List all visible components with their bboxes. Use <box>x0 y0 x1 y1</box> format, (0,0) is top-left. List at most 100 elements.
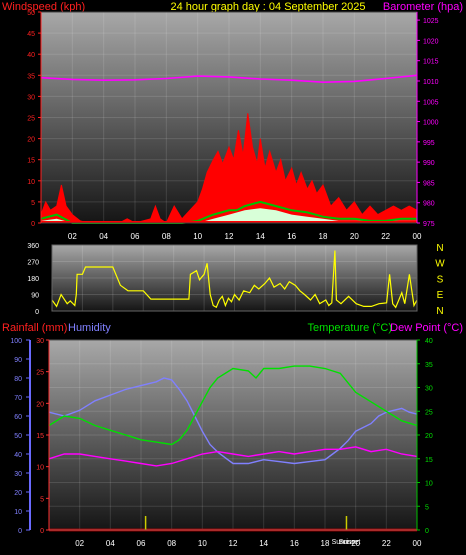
direction-letter: S <box>437 274 444 285</box>
humidity-tick-label: 40 <box>14 452 22 459</box>
dewpoint-line <box>48 446 418 467</box>
direction-letter: N <box>436 243 443 254</box>
wind-tick-label: 5 <box>31 200 35 207</box>
x-tick-label: 18 <box>319 232 328 241</box>
temperature-line <box>48 365 418 446</box>
direction-letter: W <box>435 259 445 270</box>
baro-tick-label: 990 <box>423 160 435 167</box>
x-tick-label: 10 <box>193 232 202 241</box>
humidity-tick-label: 20 <box>14 490 22 497</box>
x-tick-label: 04 <box>99 232 108 241</box>
graph-title: 24 hour graph day : 04 September 2025 <box>170 1 365 13</box>
rain-tick-label: 25 <box>36 370 44 377</box>
x-tick-label: 08 <box>162 232 171 241</box>
dewpoint-title: Dew Point (°C) <box>390 322 463 334</box>
humidity-tick-label: 80 <box>14 376 22 383</box>
x-tick-label: 02 <box>68 232 77 241</box>
direction-line <box>51 250 418 309</box>
sun-marker-label: Sunrise <box>332 539 356 546</box>
wind-tick-label: 30 <box>27 94 35 101</box>
baro-tick-label: 1000 <box>423 120 439 127</box>
humidity-tick-label: 100 <box>10 338 22 345</box>
direction-letter: N <box>436 306 443 317</box>
barometer-title: Barometer (hpa) <box>383 1 463 13</box>
x-tick-label: 00 <box>413 232 422 241</box>
direction-letter: E <box>437 290 444 301</box>
direction-tick-label: 0 <box>35 309 39 316</box>
x-tick-label: 20 <box>350 232 359 241</box>
temp-tick-label: 5 <box>425 504 429 511</box>
wind-tick-label: 40 <box>27 52 35 59</box>
wind-tick-label: 35 <box>27 73 35 80</box>
temp-tick-label: 15 <box>425 457 433 464</box>
temp-tick-label: 40 <box>425 338 433 345</box>
rain-tick-label: 15 <box>36 433 44 440</box>
x-tick-label: 12 <box>229 539 238 548</box>
baro-tick-label: 1005 <box>423 99 439 106</box>
direction-tick-label: 180 <box>27 276 39 283</box>
rainfall-title: Rainfall (mm) <box>2 322 67 334</box>
humidity-tick-label: 60 <box>14 414 22 421</box>
x-tick-label: 16 <box>287 232 296 241</box>
sun-marker-label: Sunset <box>339 539 361 546</box>
temp-tick-label: 10 <box>425 481 433 488</box>
x-tick-label: 22 <box>381 232 390 241</box>
temp-tick-label: 0 <box>425 528 429 535</box>
humidity-tick-label: 10 <box>14 509 22 516</box>
x-tick-label: 10 <box>198 539 207 548</box>
humidity-line <box>48 377 418 465</box>
x-tick-label: 08 <box>167 539 176 548</box>
rain-tick-label: 0 <box>40 528 44 535</box>
wind-tick-label: 0 <box>31 221 35 228</box>
windspeed-title: Windspeed (kph) <box>2 1 85 13</box>
x-tick-label: 20 <box>351 539 360 548</box>
barometer-line <box>40 74 418 84</box>
x-tick-label: 16 <box>290 539 299 548</box>
wind-tick-label: 10 <box>27 179 35 186</box>
temp-tick-label: 30 <box>425 386 433 393</box>
rain-tick-label: 10 <box>36 465 44 472</box>
baro-tick-label: 1020 <box>423 38 439 45</box>
temperature-panel: 0 10 20 30 40 50 60 70 80 90 100 0 5 10 15 20 25 30 0 5 10… <box>10 338 433 548</box>
wind-tick-label: 45 <box>27 31 35 38</box>
wind-tick-label: 15 <box>27 158 35 165</box>
x-tick-label: 04 <box>106 539 115 548</box>
x-tick-label: 02 <box>75 539 84 548</box>
rain-tick-label: 20 <box>36 401 44 408</box>
baro-tick-label: 985 <box>423 180 435 187</box>
humidity-tick-label: 50 <box>14 433 22 440</box>
humidity-title: Humidity <box>68 322 111 334</box>
direction-tick-label: 90 <box>31 293 39 300</box>
rain-tick-label: 30 <box>36 338 44 345</box>
x-tick-label: 06 <box>131 232 140 241</box>
x-tick-label: 06 <box>137 539 146 548</box>
temp-tick-label: 20 <box>425 433 433 440</box>
x-tick-label: 14 <box>256 232 265 241</box>
rain-tick-label: 5 <box>40 496 44 503</box>
temp-tick-label: 35 <box>425 362 433 369</box>
x-tick-label: 22 <box>382 539 391 548</box>
humidity-tick-label: 30 <box>14 471 22 478</box>
baro-tick-label: 995 <box>423 140 435 147</box>
baro-tick-label: 1025 <box>423 18 439 25</box>
baro-tick-label: 980 <box>423 201 435 208</box>
baro-tick-label: 1015 <box>423 59 439 66</box>
x-tick-label: 18 <box>321 539 330 548</box>
temperature-title: Temperature (°C) <box>308 322 392 334</box>
baro-tick-label: 1010 <box>423 79 439 86</box>
humidity-tick-label: 70 <box>14 395 22 402</box>
x-tick-label: 12 <box>225 232 234 241</box>
wind-low-area <box>41 208 417 223</box>
baro-tick-label: 975 <box>423 221 435 228</box>
x-tick-label: 00 <box>413 539 422 548</box>
wind-tick-label: 25 <box>27 116 35 123</box>
wind-tick-label: 50 <box>27 10 35 17</box>
humidity-tick-label: 0 <box>18 528 22 535</box>
humidity-tick-label: 90 <box>14 357 22 364</box>
direction-tick-label: 270 <box>27 260 39 267</box>
temp-tick-label: 25 <box>425 409 433 416</box>
x-tick-label: 14 <box>259 539 268 548</box>
